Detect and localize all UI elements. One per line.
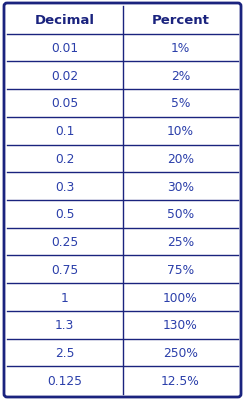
Text: 0.2: 0.2 [55,152,74,166]
Text: 130%: 130% [163,318,198,331]
Text: 0.75: 0.75 [51,263,78,276]
Text: 25%: 25% [167,235,194,249]
Text: 20%: 20% [167,152,194,166]
Text: 250%: 250% [163,346,198,359]
Text: 1: 1 [61,291,69,304]
Text: 30%: 30% [167,180,194,193]
Text: 0.1: 0.1 [55,125,74,138]
Text: 75%: 75% [167,263,194,276]
Text: 10%: 10% [167,125,194,138]
Text: 0.02: 0.02 [51,70,78,83]
Text: 0.01: 0.01 [51,42,78,55]
Text: Decimal: Decimal [35,14,95,27]
Text: 2%: 2% [171,70,190,83]
Text: 0.125: 0.125 [47,374,82,387]
Text: 2.5: 2.5 [55,346,74,359]
Text: 100%: 100% [163,291,198,304]
Text: 12.5%: 12.5% [161,374,200,387]
Text: 0.25: 0.25 [51,235,78,249]
Text: 0.5: 0.5 [55,208,74,221]
Text: 50%: 50% [167,208,194,221]
Text: 1.3: 1.3 [55,318,74,331]
Text: Percent: Percent [151,14,209,27]
Text: 1%: 1% [171,42,190,55]
FancyBboxPatch shape [4,4,241,397]
Text: 0.05: 0.05 [51,97,78,110]
Text: 5%: 5% [171,97,190,110]
Text: 0.3: 0.3 [55,180,74,193]
